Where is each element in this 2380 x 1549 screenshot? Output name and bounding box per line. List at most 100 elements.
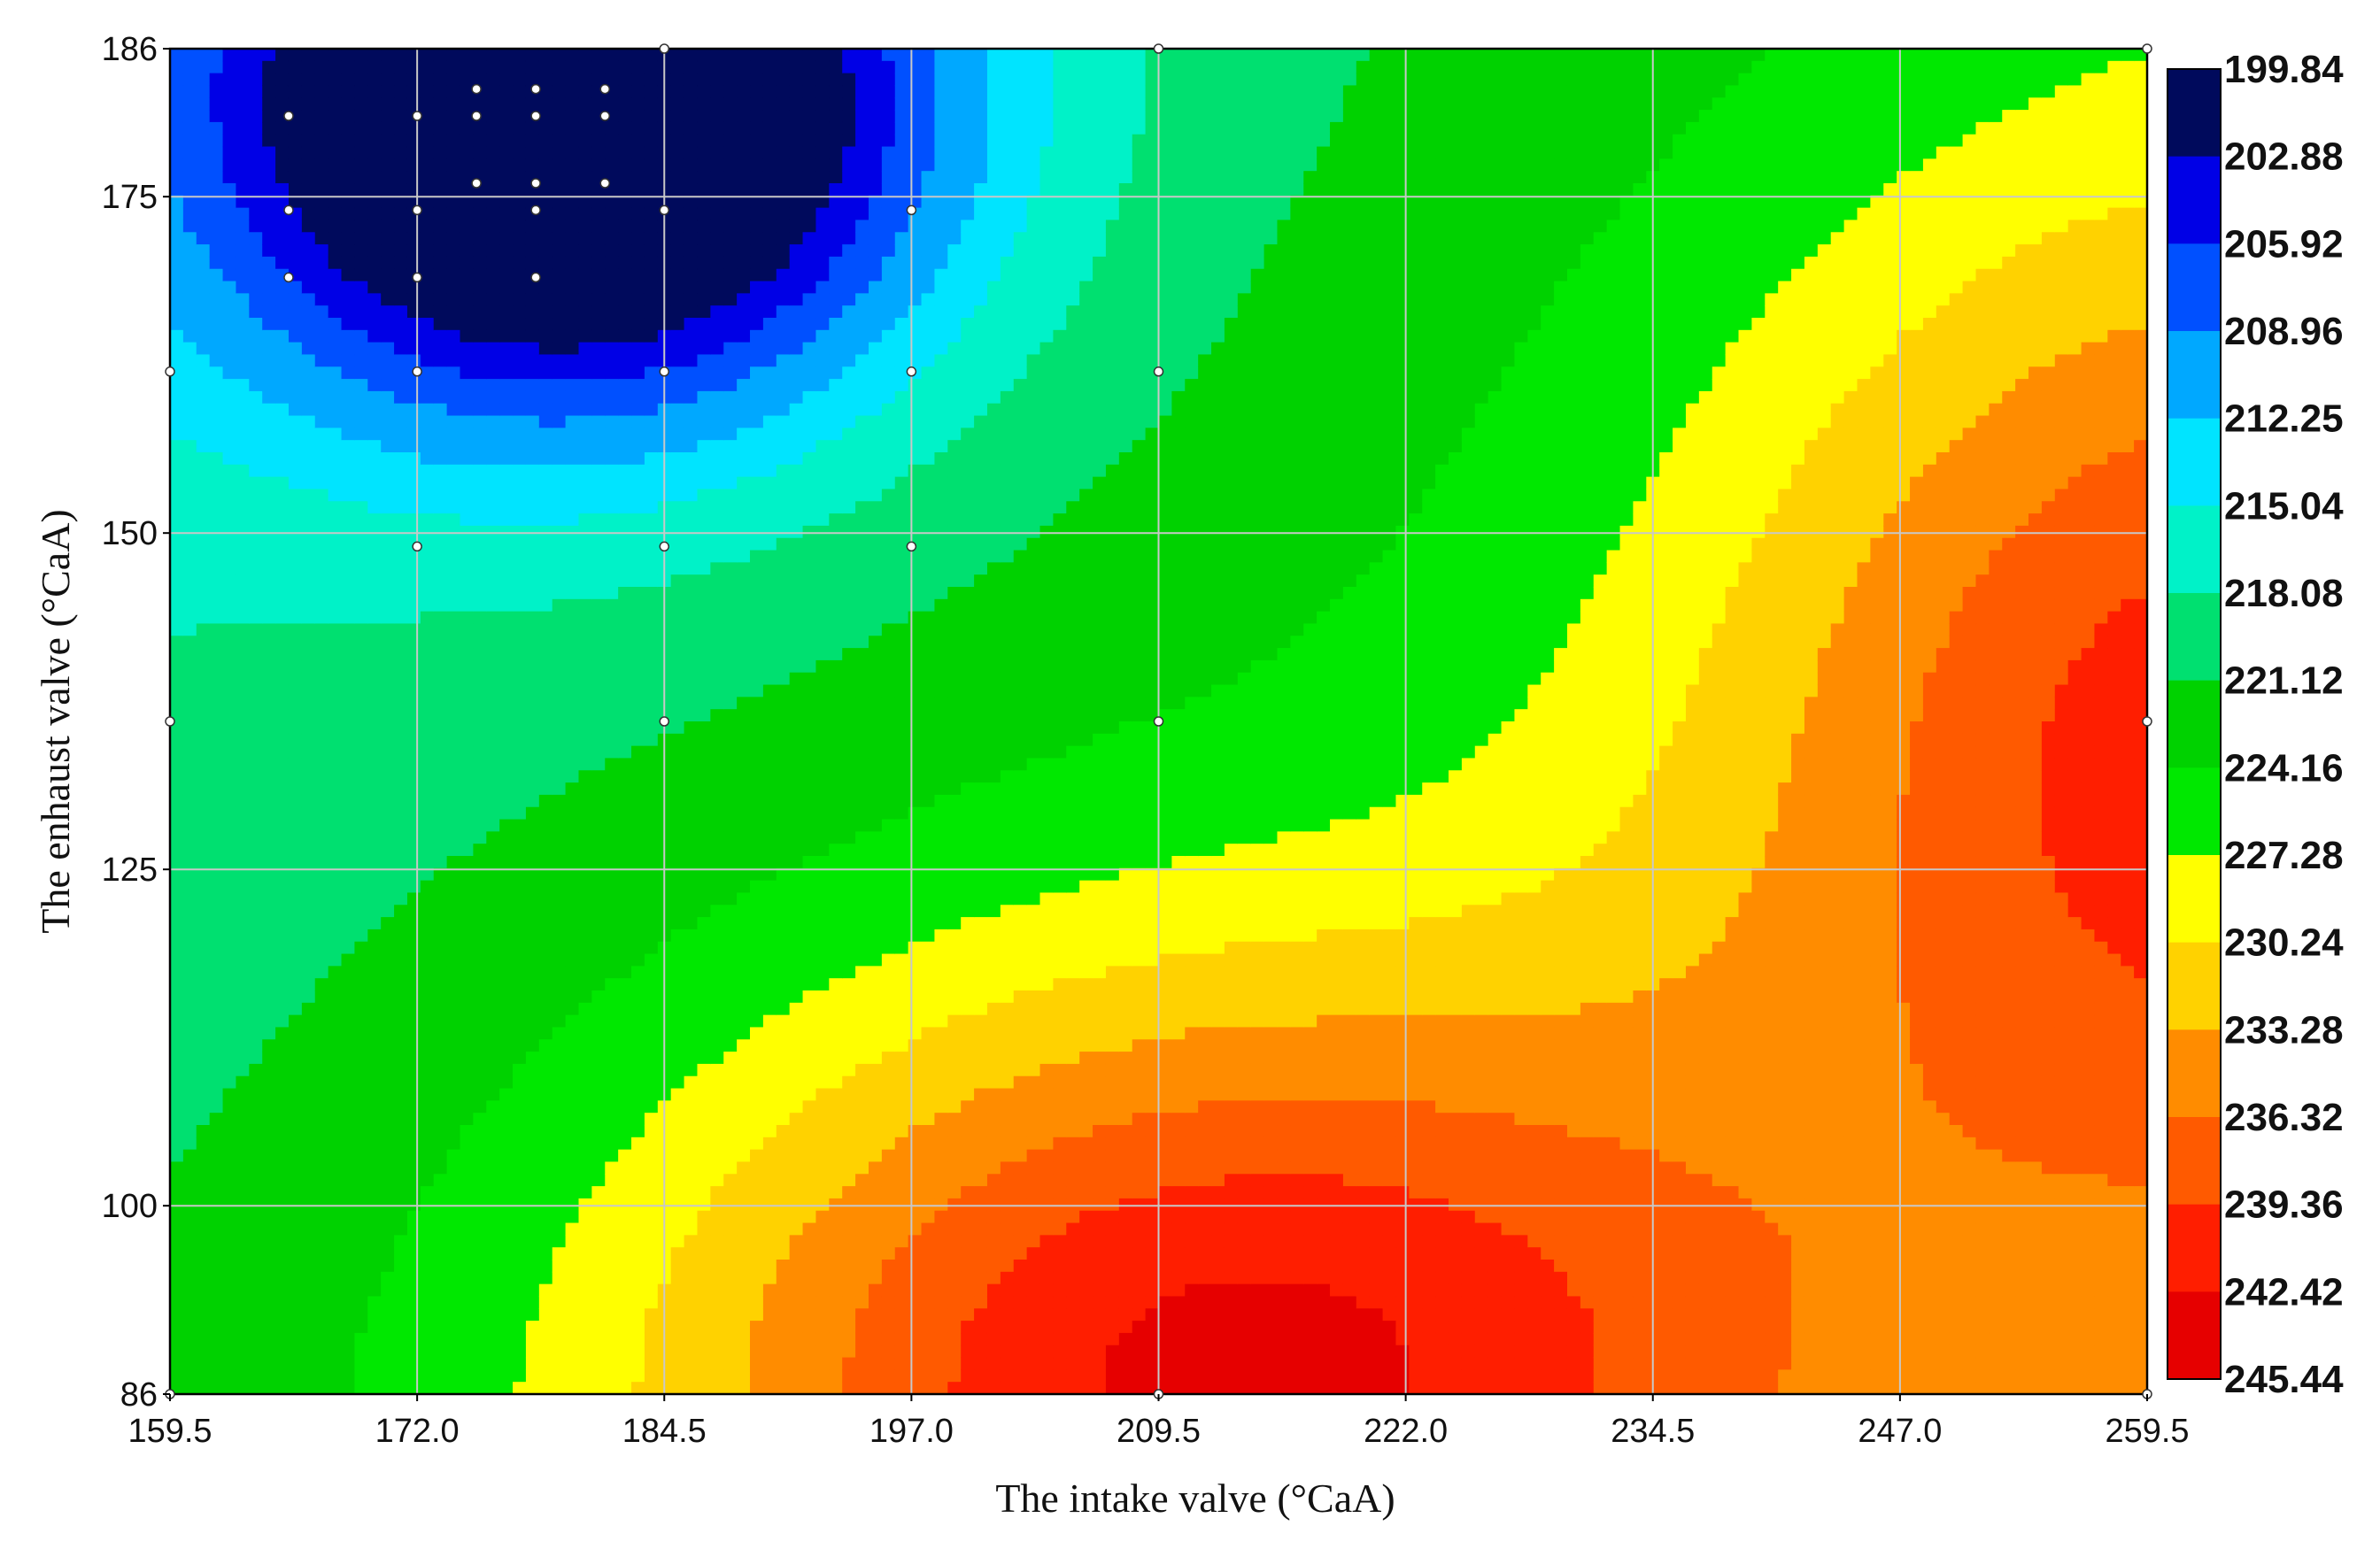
- contour-cell: [605, 770, 619, 783]
- contour-cell: [710, 1075, 724, 1090]
- contour-cell: [552, 1113, 567, 1126]
- contour-cell: [486, 770, 500, 783]
- contour-cell: [301, 990, 316, 1004]
- contour-cell: [631, 390, 645, 405]
- contour-cell: [249, 856, 263, 869]
- contour-cell: [737, 513, 751, 527]
- contour-cell: [473, 256, 487, 270]
- contour-cell: [314, 953, 329, 967]
- contour-cell: [406, 966, 421, 979]
- contour-cell: [288, 489, 303, 502]
- contour-cell: [275, 1247, 290, 1260]
- contour-cell: [513, 1100, 527, 1114]
- contour-cell: [249, 158, 263, 172]
- contour-cell: [367, 1149, 382, 1163]
- contour-cell: [565, 721, 580, 735]
- contour-cell: [275, 183, 290, 197]
- contour-cell: [446, 171, 461, 184]
- contour-cell: [552, 562, 567, 575]
- contour-cell: [209, 636, 224, 649]
- contour-cell: [406, 672, 421, 686]
- contour-cell: [394, 990, 408, 1004]
- contour-cell: [446, 1296, 461, 1309]
- contour-cell: [222, 1210, 237, 1224]
- contour-cell: [222, 1345, 237, 1359]
- contour-cell: [697, 1271, 711, 1285]
- contour-cell: [249, 611, 263, 625]
- contour-cell: [750, 1369, 764, 1383]
- contour-cell: [591, 709, 606, 722]
- contour-cell: [552, 1075, 567, 1090]
- contour-cell: [538, 476, 553, 490]
- contour-cell: [222, 232, 237, 245]
- contour-cell: [381, 1113, 395, 1126]
- contour-cell: [433, 953, 448, 967]
- contour-cell: [552, 1271, 567, 1285]
- contour-cell: [420, 415, 435, 428]
- contour-cell: [301, 428, 316, 441]
- contour-cell: [275, 1260, 290, 1273]
- contour-cell: [314, 244, 329, 258]
- contour-cell: [552, 1014, 567, 1029]
- contour-cell: [354, 354, 368, 367]
- contour-cell: [182, 146, 197, 159]
- contour-cell: [341, 476, 356, 490]
- contour-cell: [236, 905, 250, 918]
- contour-cell: [631, 782, 645, 796]
- contour-cell: [723, 659, 738, 674]
- contour-cell: [473, 1027, 487, 1040]
- contour-cell: [394, 880, 408, 894]
- contour-cell: [236, 158, 250, 172]
- contour-cell: [486, 917, 500, 930]
- contour-cell: [420, 1283, 435, 1298]
- contour-cell: [737, 978, 751, 991]
- contour-cell: [578, 966, 592, 979]
- contour-cell: [301, 636, 316, 649]
- contour-cell: [737, 537, 751, 551]
- contour-cell: [420, 1369, 435, 1383]
- contour-cell: [750, 379, 764, 392]
- contour-cell: [578, 121, 592, 135]
- contour-cell: [710, 207, 724, 221]
- contour-cell: [525, 672, 540, 686]
- contour-cell: [196, 1345, 211, 1359]
- contour-cell: [420, 953, 435, 967]
- contour-cell: [618, 966, 632, 979]
- contour-cell: [170, 1014, 184, 1029]
- contour-cell: [182, 329, 197, 343]
- contour-cell: [301, 1308, 316, 1322]
- contour-cell: [486, 73, 500, 87]
- contour-cell: [433, 476, 448, 490]
- contour-cell: [236, 598, 250, 613]
- contour-cell: [565, 587, 580, 600]
- contour-cell: [222, 770, 237, 783]
- contour-cell: [723, 1186, 738, 1199]
- contour-cell: [367, 709, 382, 722]
- contour-cell: [249, 354, 263, 367]
- contour-cell: [209, 758, 224, 771]
- contour-cell: [301, 440, 316, 453]
- contour-cell: [301, 415, 316, 428]
- contour-cell: [341, 782, 356, 796]
- contour-cell: [367, 745, 382, 759]
- contour-cell: [262, 390, 276, 405]
- contour-cell: [196, 1271, 211, 1285]
- contour-cell: [486, 1369, 500, 1383]
- contour-cell: [644, 476, 659, 490]
- contour-cell: [236, 183, 250, 197]
- contour-cell: [209, 244, 224, 258]
- contour-cell: [710, 268, 724, 282]
- contour-cell: [473, 390, 487, 405]
- contour-cell: [406, 892, 421, 906]
- contour-cell: [249, 366, 263, 380]
- contour-cell: [538, 415, 553, 428]
- contour-cell: [552, 648, 567, 661]
- contour-cell: [513, 452, 527, 466]
- contour-cell: [644, 831, 659, 844]
- contour-cell: [486, 611, 500, 625]
- contour-cell: [420, 256, 435, 270]
- contour-cell: [341, 134, 356, 148]
- contour-cell: [367, 354, 382, 367]
- contour-cell: [381, 158, 395, 172]
- contour-cell: [605, 60, 619, 74]
